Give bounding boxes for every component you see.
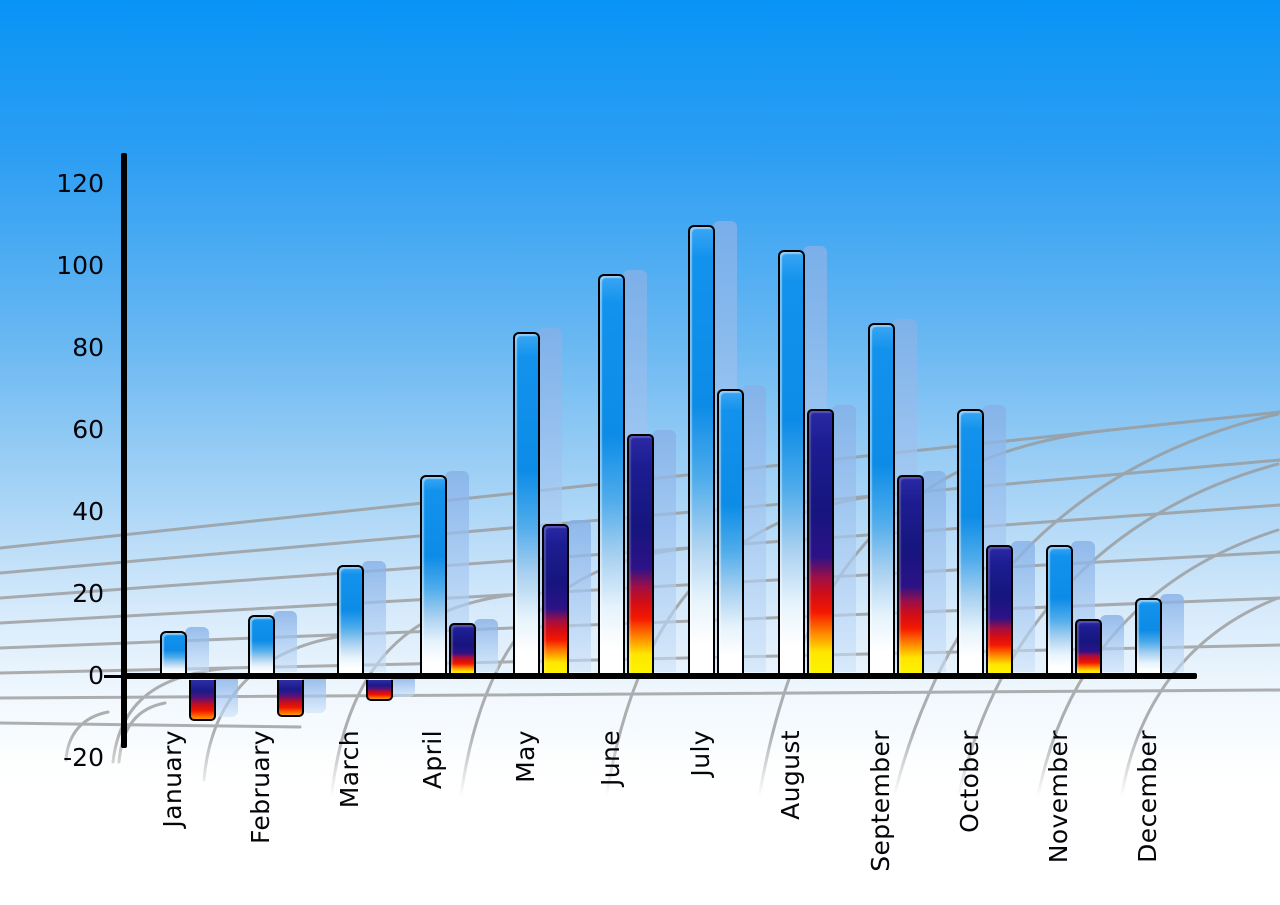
x-label-november: November (1044, 730, 1073, 864)
x-label-march: March (335, 730, 364, 809)
x-label-april: April (418, 730, 447, 790)
x-label-july: July (686, 730, 715, 777)
y-tick-label-0: 0 (88, 661, 104, 690)
y-tick-label-40: 40 (72, 497, 104, 526)
x-label-december: December (1133, 730, 1162, 863)
x-label-may: May (511, 730, 540, 783)
y-tick-label--20: -20 (63, 743, 104, 772)
y-tick-label-60: 60 (72, 415, 104, 444)
y-tick-label-120: 120 (56, 169, 104, 198)
x-label-october: October (955, 730, 984, 833)
y-tick-label-100: 100 (56, 251, 104, 280)
x-label-september: September (866, 730, 895, 872)
x-label-june: June (596, 730, 625, 787)
x-label-february: February (246, 730, 275, 844)
x-label-january: January (158, 730, 187, 828)
x-label-august: August (776, 730, 805, 820)
y-tick-label-80: 80 (72, 333, 104, 362)
y-tick-label-20: 20 (72, 579, 104, 608)
